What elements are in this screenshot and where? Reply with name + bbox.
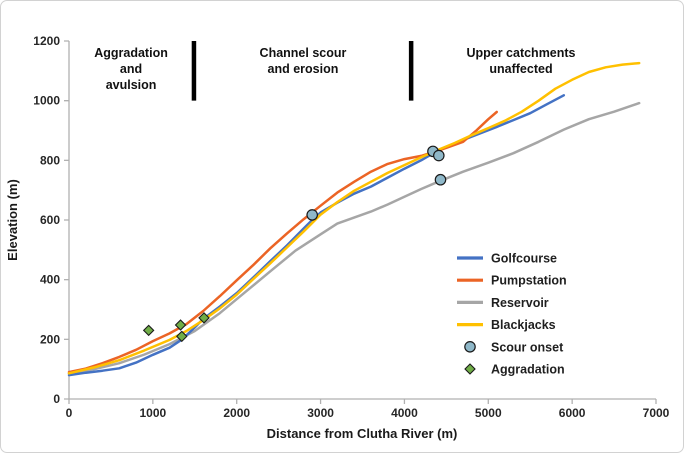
marker-scour-onset [306, 209, 318, 221]
y-tick-label: 200 [40, 332, 60, 346]
y-tick-label: 800 [40, 153, 60, 167]
x-tick-label: 4000 [391, 406, 418, 420]
y-tick-label: 600 [40, 213, 60, 227]
marker-aggradation [142, 324, 155, 337]
y-tick-label: 1200 [33, 34, 60, 48]
x-tick-label: 0 [66, 406, 73, 420]
series-blackjacks [67, 61, 641, 375]
x-tick-label: 2000 [223, 406, 250, 420]
y-tick-label: 1000 [33, 94, 60, 108]
zone-label: avulsion [106, 78, 157, 92]
legend-label-pumpstation: Pumpstation [491, 274, 567, 288]
x-axis-title: Distance from Clutha River (m) [267, 426, 458, 441]
zone-label: Upper catchments [466, 46, 575, 60]
legend-label-aggradation: Aggradation [491, 363, 565, 377]
zone-label: unaffected [489, 62, 552, 76]
marker-scour-onset [434, 173, 447, 186]
x-tick-label: 5000 [475, 406, 502, 420]
x-tick-label: 1000 [140, 406, 167, 420]
y-axis-title: Elevation (m) [5, 179, 20, 261]
legend: Golfcourse Pumpstation Reservoir Blackjacks… [457, 252, 567, 377]
legend-label-scour-onset: Scour onset [491, 340, 564, 354]
zone-label: Channel scour [260, 46, 347, 60]
legend-sample-scour-onset [464, 340, 476, 353]
marker-aggradation [198, 312, 210, 324]
x-tick-label: 7000 [643, 406, 670, 420]
marker-scour-onset [433, 149, 445, 162]
marker-aggradation [174, 319, 187, 331]
series-golfcourse [67, 94, 566, 377]
marker-aggradation [176, 330, 188, 343]
legend-label-blackjacks: Blackjacks [491, 318, 556, 332]
y-tick-label: 0 [53, 392, 60, 406]
x-tick-label: 6000 [559, 406, 586, 420]
legend-label-reservoir: Reservoir [491, 296, 549, 310]
plot-area: 0 200 400 600 800 1000 1200 0 1000 2000 3000 4000 50… [33, 34, 669, 420]
legend-label-golfcourse: Golfcourse [491, 252, 557, 266]
legend-sample-aggradation [464, 363, 476, 375]
x-tick-label: 3000 [307, 406, 334, 420]
zone-label: Aggradation [94, 46, 168, 60]
zone-label: and erosion [268, 62, 339, 76]
zone-label: and [120, 62, 142, 76]
y-tick-label: 400 [40, 273, 60, 287]
series-reservoir [67, 101, 641, 375]
